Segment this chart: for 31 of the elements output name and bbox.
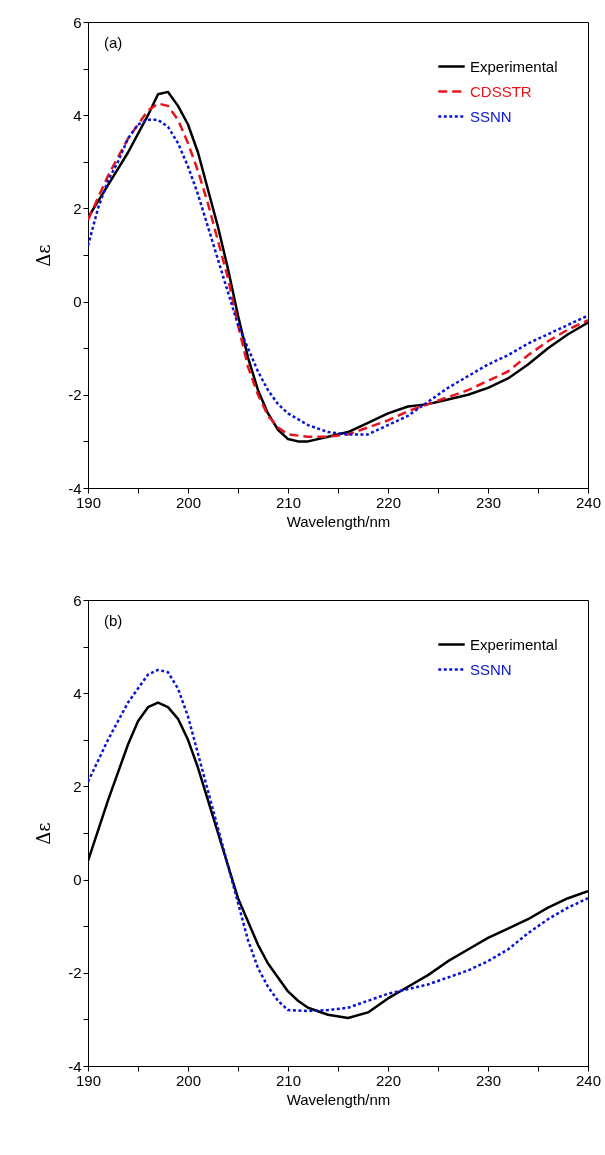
x-tick-label: 200 bbox=[175, 1071, 202, 1089]
legend-label: SSNN bbox=[470, 107, 512, 125]
y-tick-label: 6 bbox=[73, 591, 82, 609]
y-axis-title: Δε bbox=[33, 244, 55, 267]
y-tick-label: 0 bbox=[73, 871, 82, 889]
legend-label: Experimental bbox=[470, 57, 558, 75]
legend-label: CDSSTR bbox=[470, 82, 532, 100]
annotation: (a) bbox=[104, 34, 123, 51]
y-axis-title: Δε bbox=[33, 822, 55, 845]
x-tick-label: 240 bbox=[575, 1071, 602, 1089]
x-tick-label: 220 bbox=[375, 1071, 402, 1089]
y-tick-label: 4 bbox=[73, 106, 82, 124]
x-tick-label: 220 bbox=[375, 493, 402, 511]
legend-label: Experimental bbox=[470, 635, 558, 653]
x-tick-label: 210 bbox=[275, 1071, 302, 1089]
y-tick-label: -2 bbox=[68, 964, 82, 982]
x-tick-label: 230 bbox=[475, 493, 502, 511]
y-tick-label: -2 bbox=[68, 386, 82, 404]
x-tick-label: 240 bbox=[575, 493, 602, 511]
y-tick-label: 0 bbox=[73, 293, 82, 311]
x-axis-title: Wavelength/nm bbox=[286, 1090, 391, 1108]
y-tick-label: 4 bbox=[73, 684, 82, 702]
y-tick-label: 2 bbox=[73, 777, 82, 795]
y-tick-label: 2 bbox=[73, 199, 82, 217]
x-axis-title: Wavelength/nm bbox=[286, 512, 391, 530]
x-tick-label: 230 bbox=[475, 1071, 502, 1089]
x-tick-label: 200 bbox=[175, 493, 202, 511]
annotation: (b) bbox=[104, 612, 123, 629]
x-tick-label: 210 bbox=[275, 493, 302, 511]
legend-label: SSNN bbox=[470, 660, 512, 678]
y-tick-label: 6 bbox=[73, 13, 82, 31]
